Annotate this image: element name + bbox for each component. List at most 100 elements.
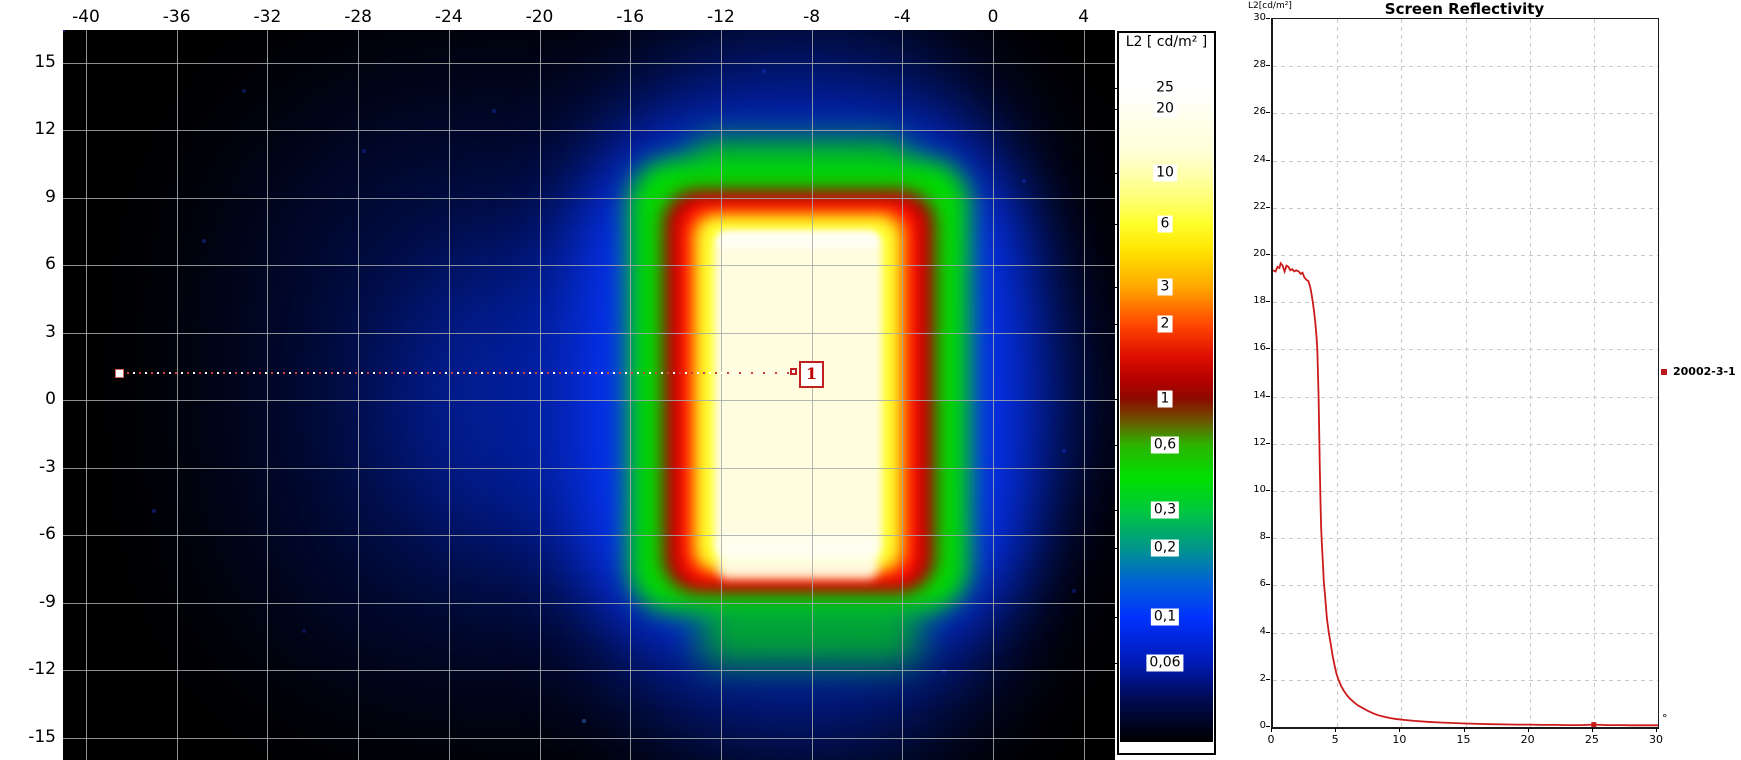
- map-x-tick-label: -28: [344, 7, 372, 27]
- chart-y-tick-label: 10: [1253, 484, 1266, 495]
- luminance-heatmap: 1: [63, 30, 1115, 760]
- line-chart-plot-area: [1271, 18, 1659, 729]
- region-marker-1[interactable]: 1: [799, 361, 824, 388]
- colorbar-title: L2 [ cd/m² ]: [1125, 34, 1208, 50]
- chart-gridline-v: [1593, 19, 1595, 727]
- map-gridline-v: [630, 30, 632, 760]
- measurement-line[interactable]: [121, 372, 793, 374]
- chart-gridline-v: [1337, 19, 1339, 727]
- chart-y-tick-label: 20: [1253, 248, 1266, 259]
- chart-y-tick-label: 26: [1253, 106, 1266, 118]
- map-gridline-h: [63, 62, 1115, 64]
- sensor-noise-specks: [63, 30, 65, 32]
- series-line: [1272, 261, 1658, 727]
- map-gridline-v: [902, 30, 904, 760]
- colorbar-tick-label: 25: [1153, 79, 1177, 97]
- map-gridline-h: [63, 197, 1115, 199]
- legend-series-name: 20002-3-1: [1673, 365, 1736, 378]
- chart-y-tick-mark: [1266, 159, 1270, 161]
- map-y-tick-label: 6: [45, 254, 56, 274]
- colorbar-tick-mark: [1112, 88, 1117, 89]
- chart-y-tick-label: 22: [1253, 200, 1266, 212]
- map-gridline-h: [63, 332, 1115, 334]
- chart-y-tick-mark: [1266, 537, 1270, 539]
- chart-y-tick-mark: [1266, 65, 1270, 67]
- bright-core-bottom-band: [718, 535, 878, 579]
- legend-series-swatch: [1661, 368, 1667, 375]
- chart-x-tick-label: 25: [1584, 733, 1599, 746]
- chart-legend-entry[interactable]: 20002-3-1: [1661, 365, 1736, 378]
- map-gridline-v: [993, 30, 994, 760]
- colorbar-tick-mark: [1112, 617, 1117, 618]
- colorbar-tick-mark: [1112, 109, 1117, 110]
- chart-x-tick-label: 10: [1392, 733, 1407, 746]
- map-gridline-v: [358, 30, 360, 760]
- map-gridline-h: [63, 602, 1115, 604]
- chart-y-tick-label: 16: [1253, 342, 1266, 354]
- chart-x-tick-mark: [1271, 728, 1272, 732]
- bright-core-top-band: [718, 233, 878, 249]
- map-gridline-h: [63, 400, 1115, 401]
- chart-x-tick-label: 5: [1331, 733, 1339, 746]
- map-x-tick-label: -12: [707, 7, 735, 27]
- chart-y-tick-label: 30: [1253, 12, 1266, 23]
- measurement-line-start-handle[interactable]: [115, 369, 124, 378]
- colorbar-tick-mark: [1112, 324, 1117, 325]
- chart-y-tick-label: 18: [1253, 295, 1266, 307]
- chart-x-tick-mark: [1527, 728, 1529, 732]
- chart-title: Screen Reflectivity: [1384, 0, 1545, 18]
- measurement-line-end-handle[interactable]: [790, 368, 797, 375]
- map-x-tick-label: -36: [162, 7, 191, 27]
- colorbar-tick-mark: [1112, 287, 1117, 288]
- chart-y-tick-mark: [1266, 584, 1270, 586]
- reflectivity-curve: [1272, 261, 1658, 728]
- colorbar-tick-label: 2: [1157, 315, 1173, 333]
- map-y-tick-label: 15: [34, 51, 56, 72]
- map-x-tick-label: 0: [987, 7, 999, 27]
- colorbar-tick-mark: [1112, 510, 1117, 511]
- map-x-tick-label: -32: [253, 7, 282, 27]
- colorbar-tick-label: 3: [1157, 278, 1173, 296]
- map-gridline-v: [86, 30, 87, 760]
- chart-y-axis-unit-label: L2[cd/m²]: [1248, 1, 1292, 11]
- map-gridline-h: [63, 670, 1115, 671]
- chart-y-tick-mark: [1266, 726, 1270, 727]
- colorbar-tick-mark: [1112, 663, 1117, 664]
- chart-y-tick-mark: [1266, 490, 1270, 491]
- chart-y-tick-mark: [1266, 112, 1270, 114]
- map-y-tick-label: -9: [39, 591, 56, 612]
- map-y-tick-label: 3: [45, 321, 56, 342]
- chart-y-tick-mark: [1266, 348, 1270, 350]
- colorbar-tick-label: 0,1: [1150, 608, 1180, 626]
- chart-x-tick-mark: [1656, 728, 1657, 732]
- map-gridline-v: [267, 30, 269, 760]
- colorbar-tick-label: 6: [1157, 215, 1173, 233]
- map-gridline-h: [63, 265, 1115, 266]
- chart-x-tick-label: 0: [1267, 733, 1275, 746]
- map-x-tick-label: -24: [434, 7, 463, 27]
- chart-y-tick-mark: [1266, 18, 1270, 19]
- map-y-tick-label: -12: [28, 659, 56, 679]
- colorbar-tick-mark: [1112, 173, 1117, 174]
- map-x-tick-label: -20: [525, 7, 554, 27]
- chart-y-tick-mark: [1266, 206, 1270, 208]
- map-y-tick-label: -15: [28, 726, 56, 747]
- map-y-tick-label: 9: [45, 186, 56, 207]
- map-y-tick-label: 12: [34, 119, 56, 139]
- chart-y-tick-label: 0: [1259, 720, 1266, 731]
- map-y-tick-label: -3: [39, 456, 56, 477]
- chart-y-tick-label: 28: [1253, 59, 1266, 71]
- map-x-tick-label: -16: [616, 7, 645, 27]
- chart-y-tick-mark: [1266, 631, 1270, 633]
- map-gridline-v: [448, 30, 450, 760]
- map-gridline-v: [811, 30, 813, 760]
- chart-y-tick-label: 8: [1259, 531, 1266, 543]
- chart-x-tick-mark: [1463, 728, 1465, 732]
- map-x-tick-label: 4: [1078, 7, 1090, 27]
- map-gridline-h: [63, 737, 1115, 739]
- map-y-tick-label: 0: [45, 389, 56, 409]
- chart-x-tick-mark: [1399, 728, 1401, 732]
- colorbar-tick-mark: [1112, 445, 1117, 446]
- map-gridline-v: [176, 30, 178, 760]
